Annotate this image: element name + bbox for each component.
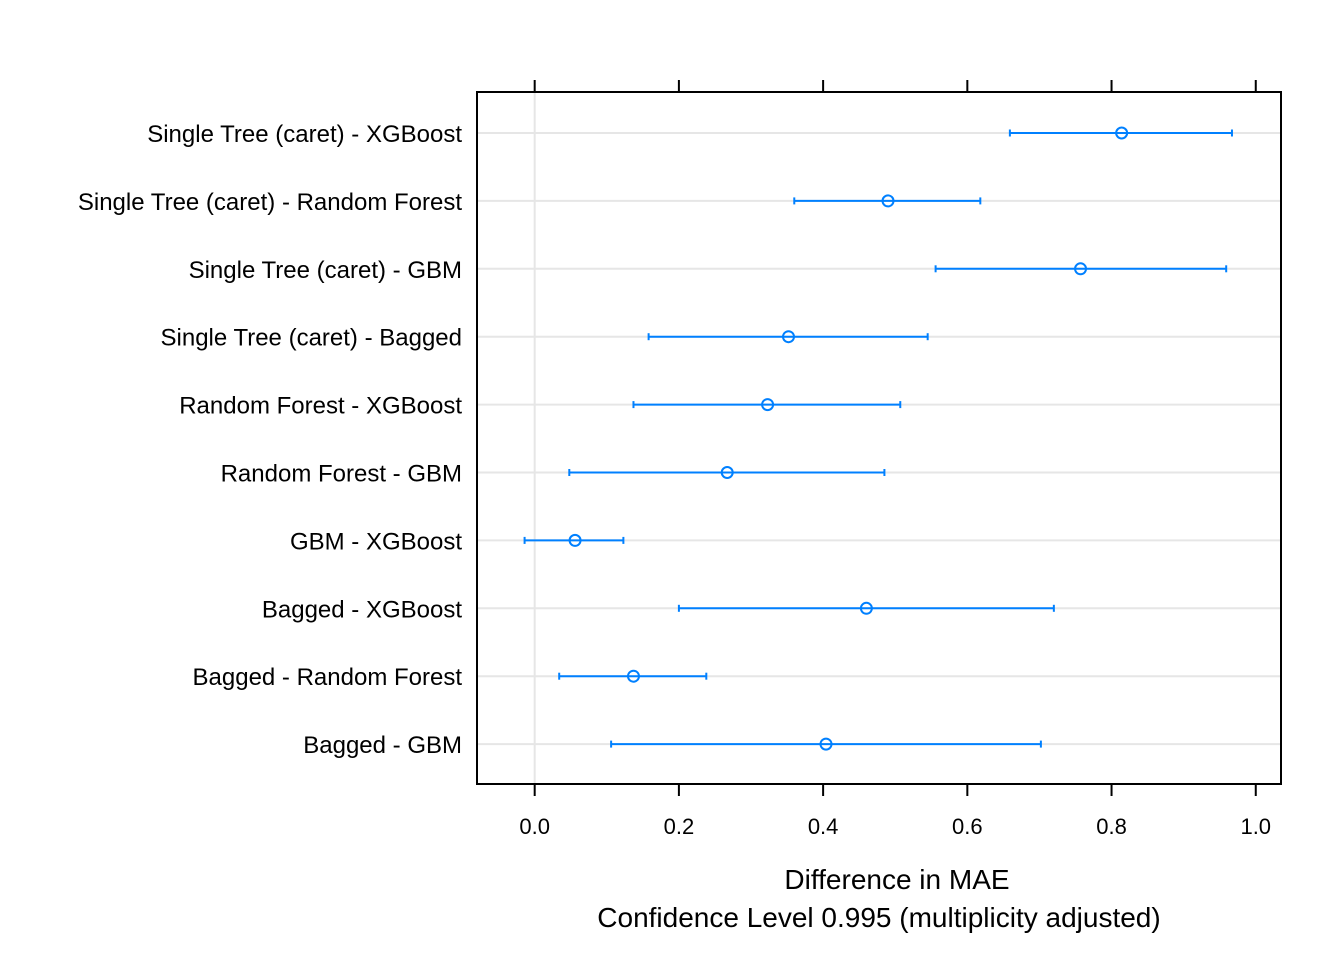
x-axis-subtitle: Confidence Level 0.995 (multiplicity adj… (597, 902, 1160, 933)
estimate-point (568, 533, 582, 547)
y-tick-label: Single Tree (caret) - Bagged (161, 325, 463, 352)
y-tick-label: Bagged - Random Forest (193, 664, 463, 691)
x-tick-label: 0.2 (664, 814, 695, 839)
plot-frame (476, 91, 1282, 785)
y-tick-label: GBM - XGBoost (290, 528, 462, 555)
estimate-point (881, 194, 895, 208)
x-tick-label: 0.4 (808, 814, 839, 839)
x-tick-label: 0.0 (519, 814, 550, 839)
estimate-point (1074, 262, 1088, 276)
interval-series (523, 126, 1233, 751)
y-tick-label: Random Forest - XGBoost (179, 393, 462, 420)
y-tick-label: Bagged - GBM (303, 732, 462, 759)
y-tick-label: Single Tree (caret) - Random Forest (78, 189, 462, 216)
estimate-point (819, 737, 833, 751)
estimate-point (1115, 126, 1129, 140)
x-tick-label: 0.8 (1096, 814, 1127, 839)
gridlines (477, 132, 1281, 746)
estimate-point (761, 398, 775, 412)
y-tick-label: Bagged - XGBoost (262, 596, 462, 623)
estimate-point (720, 466, 734, 479)
x-axis-ticks: 0.0 0.2 0.4 0.6 0.8 1.0 (519, 80, 1271, 839)
y-tick-label: Single Tree (caret) - XGBoost (147, 121, 462, 148)
x-tick-label: 1.0 (1240, 814, 1271, 839)
x-tick-label: 0.6 (952, 814, 983, 839)
y-tick-label: Single Tree (caret) - GBM (189, 257, 462, 284)
estimate-point (626, 669, 640, 683)
y-axis-labels: Single Tree (caret) - XGBoost Single Tree… (78, 121, 462, 759)
estimate-point (859, 601, 873, 615)
x-axis-title: Difference in MAE (784, 864, 1009, 895)
y-tick-label: Random Forest - GBM (221, 461, 462, 488)
estimate-point (782, 330, 796, 344)
